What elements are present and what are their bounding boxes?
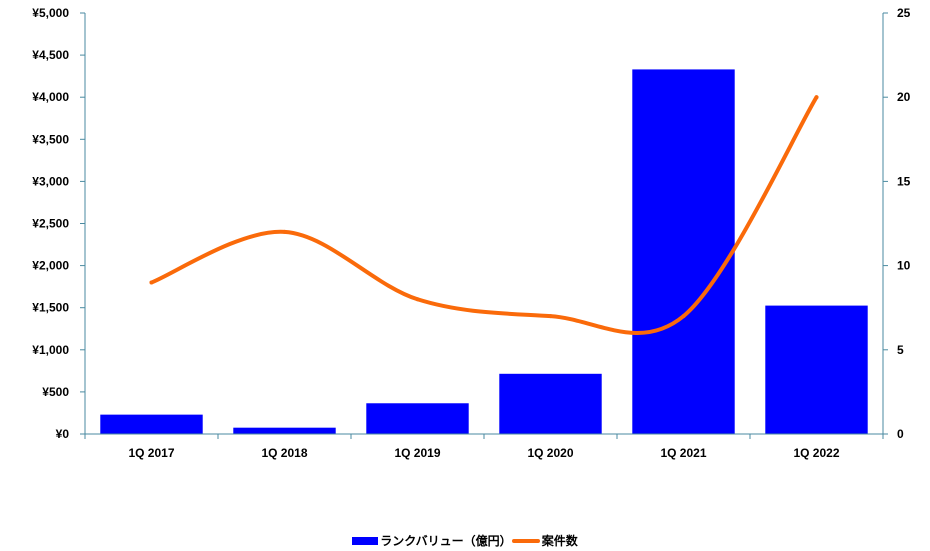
line-series (149, 95, 819, 335)
right-y-ticks: 0 5 10 15 20 25 (883, 6, 911, 441)
left-tick-label: ¥4,000 (32, 90, 69, 104)
bar-1q-2020 (499, 373, 602, 434)
bar-1q-2018 (233, 427, 336, 434)
deal-count-line (149, 95, 819, 335)
line-point-1q-2020 (548, 314, 553, 319)
left-tick-label: ¥4,500 (32, 48, 69, 62)
legend-label-bar: ランクバリュー（億円） (380, 534, 512, 548)
x-tick-label: 1Q 2018 (261, 446, 307, 460)
legend-line-swatch (511, 538, 540, 543)
x-tick-label: 1Q 2020 (527, 446, 573, 460)
line-point-1q-2022 (814, 95, 819, 100)
right-tick-label: 20 (897, 90, 911, 104)
left-y-ticks: ¥0 ¥500 ¥1,000 ¥1,500 ¥2,000 ¥2,500 ¥3,000 ¥3,5… (32, 6, 85, 441)
legend-bar-swatch (352, 536, 379, 545)
right-tick-label: 15 (897, 174, 911, 188)
left-tick-label: ¥3,500 (32, 132, 69, 146)
bar-1q-2019 (366, 403, 469, 434)
left-tick-label: ¥2,000 (32, 259, 69, 273)
legend-label-line: 案件数 (541, 534, 578, 548)
left-tick-label: ¥1,500 (32, 301, 69, 315)
x-tick-label: 1Q 2022 (793, 446, 839, 460)
line-point-1q-2017 (149, 280, 154, 285)
chart-axes (84, 13, 884, 435)
right-tick-label: 0 (897, 427, 904, 441)
left-tick-label: ¥0 (56, 427, 70, 441)
bar-series (100, 69, 868, 434)
left-tick-label: ¥500 (42, 385, 69, 399)
x-tick-label: 1Q 2019 (394, 446, 440, 460)
left-tick-label: ¥1,000 (32, 343, 69, 357)
line-point-1q-2018 (282, 229, 287, 234)
right-tick-label: 10 (897, 259, 911, 273)
left-tick-label: ¥5,000 (32, 6, 69, 20)
legend-item-bar: ランクバリュー（億円） (352, 532, 512, 549)
bar-1q-2021 (632, 69, 735, 434)
x-tick-label: 1Q 2017 (128, 446, 174, 460)
line-point-1q-2019 (415, 297, 420, 302)
left-tick-label: ¥2,500 (32, 217, 69, 231)
right-tick-label: 25 (897, 6, 911, 20)
bar-1q-2017 (100, 414, 203, 434)
legend: ランクバリュー（億円） 案件数 (0, 532, 930, 549)
legend-item-line: 案件数 (511, 532, 578, 549)
left-tick-label: ¥3,000 (32, 174, 69, 188)
x-ticks: 1Q 2017 1Q 2018 1Q 2019 1Q 2020 1Q 2021 1Q 20… (84, 434, 884, 460)
line-point-1q-2021 (681, 314, 686, 319)
x-tick-label: 1Q 2021 (660, 446, 706, 460)
bar-1q-2022 (765, 305, 868, 434)
right-tick-label: 5 (897, 343, 904, 357)
